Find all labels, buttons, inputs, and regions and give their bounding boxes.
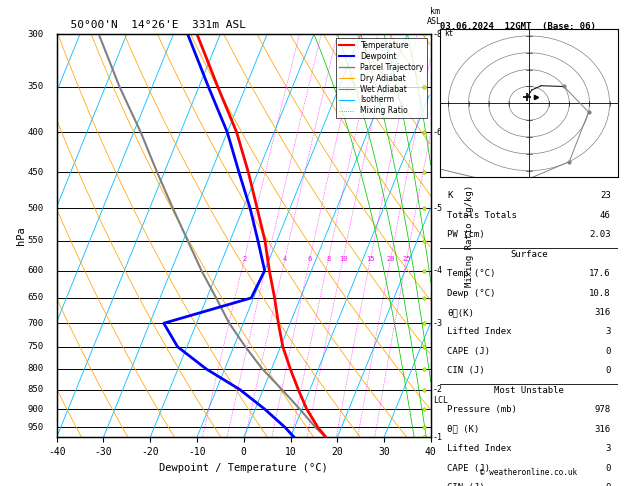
Text: 700: 700 <box>28 319 43 328</box>
Text: Totals Totals: Totals Totals <box>447 211 517 220</box>
Text: LCL: LCL <box>433 396 448 405</box>
Text: 500: 500 <box>28 204 43 213</box>
Text: PW (cm): PW (cm) <box>447 230 485 239</box>
Text: K: K <box>447 191 453 200</box>
Text: -5: -5 <box>433 204 443 213</box>
Text: 17.6: 17.6 <box>589 269 611 278</box>
Text: 3: 3 <box>265 256 270 262</box>
Text: 23: 23 <box>600 191 611 200</box>
Text: 0: 0 <box>605 347 611 356</box>
Text: 800: 800 <box>28 364 43 373</box>
Text: θᴇ(K): θᴇ(K) <box>447 308 474 317</box>
Text: 3: 3 <box>605 444 611 453</box>
Text: 0: 0 <box>605 483 611 486</box>
Text: -1: -1 <box>433 433 443 442</box>
Text: 4: 4 <box>282 256 287 262</box>
Text: 600: 600 <box>28 266 43 275</box>
Text: 978: 978 <box>594 405 611 414</box>
Text: 2.03: 2.03 <box>589 230 611 239</box>
Text: 50°00'N  14°26'E  331m ASL: 50°00'N 14°26'E 331m ASL <box>57 20 245 31</box>
Text: Lifted Index: Lifted Index <box>447 444 512 453</box>
X-axis label: Dewpoint / Temperature (°C): Dewpoint / Temperature (°C) <box>159 463 328 473</box>
Y-axis label: hPa: hPa <box>16 226 26 245</box>
Text: -3: -3 <box>433 319 443 328</box>
Text: 900: 900 <box>28 404 43 414</box>
Text: -4: -4 <box>433 266 443 275</box>
Text: © weatheronline.co.uk: © weatheronline.co.uk <box>481 468 577 477</box>
Text: 3: 3 <box>605 328 611 336</box>
Text: 15: 15 <box>366 256 375 262</box>
Text: CIN (J): CIN (J) <box>447 483 485 486</box>
Text: 46: 46 <box>600 211 611 220</box>
Text: 0: 0 <box>605 464 611 472</box>
Text: 350: 350 <box>28 82 43 91</box>
Text: 10: 10 <box>338 256 347 262</box>
Text: θᴇ (K): θᴇ (K) <box>447 425 480 434</box>
Text: Surface: Surface <box>510 250 548 259</box>
Text: km
ASL: km ASL <box>427 6 442 26</box>
Text: 10.8: 10.8 <box>589 289 611 297</box>
Text: CIN (J): CIN (J) <box>447 366 485 375</box>
Text: 6: 6 <box>308 256 312 262</box>
Text: CAPE (J): CAPE (J) <box>447 464 491 472</box>
Text: -2: -2 <box>433 385 443 394</box>
Text: Temp (°C): Temp (°C) <box>447 269 496 278</box>
Text: 316: 316 <box>594 308 611 317</box>
Text: 750: 750 <box>28 342 43 351</box>
Text: kt: kt <box>444 29 454 38</box>
Text: -8: -8 <box>433 30 443 38</box>
Text: 8: 8 <box>326 256 330 262</box>
Text: 03.06.2024  12GMT  (Base: 06): 03.06.2024 12GMT (Base: 06) <box>440 22 596 31</box>
Legend: Temperature, Dewpoint, Parcel Trajectory, Dry Adiabat, Wet Adiabat, Isotherm, Mi: Temperature, Dewpoint, Parcel Trajectory… <box>336 38 427 119</box>
Text: Lifted Index: Lifted Index <box>447 328 512 336</box>
Text: 950: 950 <box>28 423 43 432</box>
Text: CAPE (J): CAPE (J) <box>447 347 491 356</box>
Text: 850: 850 <box>28 385 43 394</box>
Text: Dewp (°C): Dewp (°C) <box>447 289 496 297</box>
Text: 300: 300 <box>28 30 43 38</box>
Text: 25: 25 <box>403 256 411 262</box>
Text: 650: 650 <box>28 294 43 302</box>
Text: 316: 316 <box>594 425 611 434</box>
Text: Mixing Ratio (g/kg): Mixing Ratio (g/kg) <box>465 185 474 287</box>
Text: Most Unstable: Most Unstable <box>494 386 564 395</box>
Text: 400: 400 <box>28 128 43 137</box>
Text: 2: 2 <box>242 256 247 262</box>
Text: Pressure (mb): Pressure (mb) <box>447 405 517 414</box>
Text: 20: 20 <box>386 256 395 262</box>
Text: 550: 550 <box>28 236 43 245</box>
Text: 0: 0 <box>605 366 611 375</box>
Text: 450: 450 <box>28 168 43 177</box>
Text: -6: -6 <box>433 128 443 137</box>
